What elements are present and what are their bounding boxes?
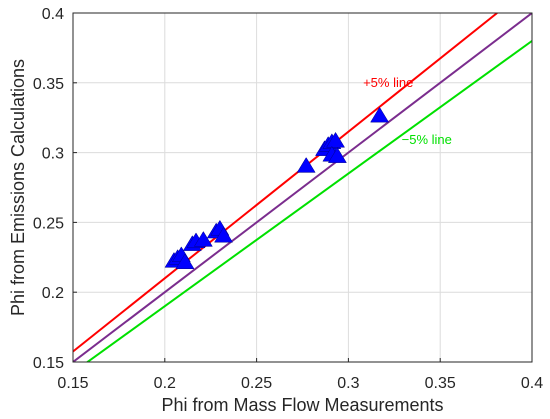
x-tick-label: 0.3 [337, 375, 359, 392]
annotations: +5% line −5% line [363, 75, 452, 147]
x-tick-label: 0.35 [425, 375, 456, 392]
y-tick-label: 0.35 [33, 76, 64, 93]
x-tick-label: 0.15 [57, 375, 88, 392]
data-point-triangle [327, 147, 347, 163]
data-points [164, 106, 390, 269]
tick-labels: 0.15 0.2 0.25 0.3 0.35 0.4 0.15 0.2 0.25 0.3 0.35 0… [33, 6, 543, 392]
data-point-triangle [296, 157, 316, 173]
y-tick-label: 0.25 [33, 215, 64, 232]
plot-frame [72, 12, 533, 363]
x-tick-label: 0.4 [521, 375, 543, 392]
data-point-triangle [370, 106, 390, 123]
line-annotation: +5% line [363, 75, 413, 90]
x-tick-label: 0.2 [154, 375, 176, 392]
reference-line [73, 13, 532, 362]
grid [72, 12, 533, 363]
reference-lines [73, 13, 532, 362]
data-point-triangle [175, 253, 195, 269]
reference-line [73, 13, 498, 353]
data-point-triangle [214, 226, 233, 243]
y-axis-title: Phi from Emissions Calculations [8, 59, 28, 316]
y-tick-label: 0.2 [42, 285, 64, 302]
y-tick-label: 0.3 [42, 146, 64, 163]
data-point-triangle [326, 131, 345, 148]
y-tick-label: 0.15 [33, 355, 64, 372]
data-point-triangle [193, 231, 213, 247]
reference-line [85, 40, 532, 362]
x-axis-title: Phi from Mass Flow Measurements [161, 395, 443, 415]
x-tick-label: 0.25 [241, 375, 272, 392]
line-annotation: −5% line [402, 132, 452, 147]
y-tick-label: 0.4 [42, 6, 64, 23]
